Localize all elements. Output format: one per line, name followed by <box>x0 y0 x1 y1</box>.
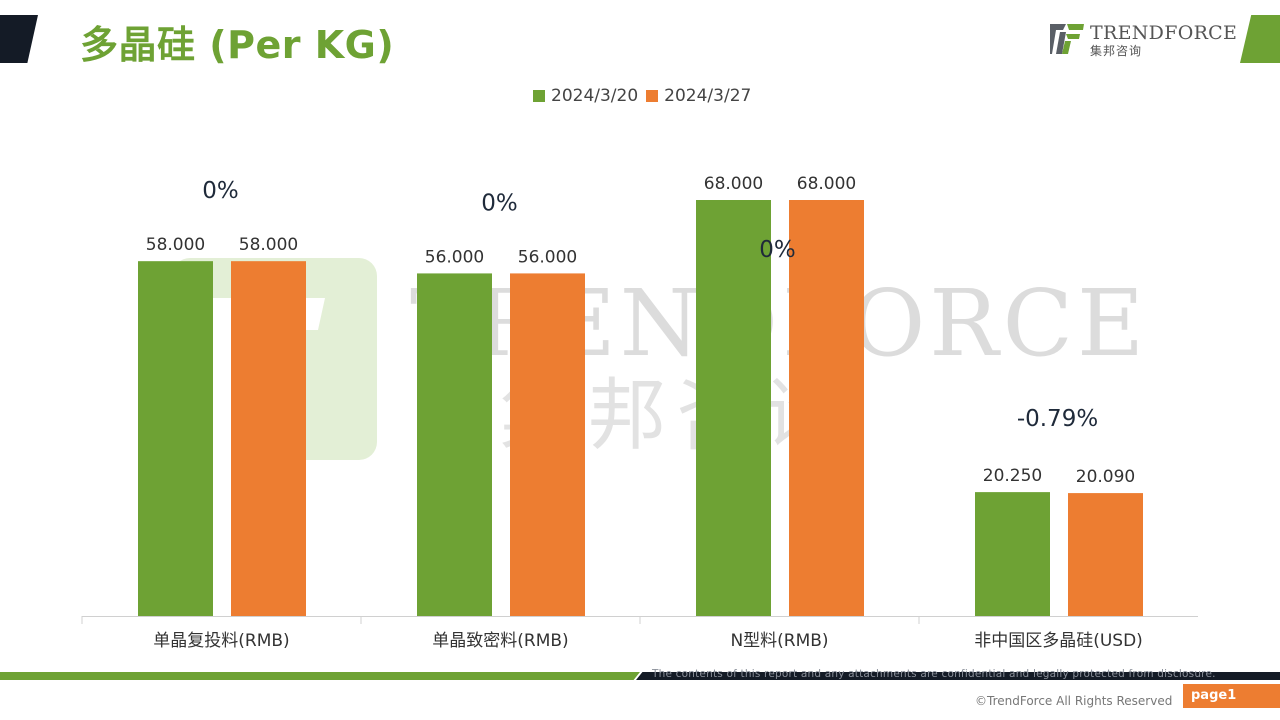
data-label: 68.000 <box>704 174 763 194</box>
bar <box>696 200 771 616</box>
bar <box>510 273 585 616</box>
bar <box>231 261 306 616</box>
x-tick-label: 单晶致密料(RMB) <box>432 631 568 651</box>
footer-disclaimer: The contents of this report and any atta… <box>652 668 1216 680</box>
change-annotation: -0.79% <box>1017 406 1098 432</box>
logo-wordmark: TRENDFORCE <box>1090 22 1238 44</box>
logo-chinese-name: 集邦咨询 <box>1090 44 1143 58</box>
x-tick-label: N型料(RMB) <box>730 631 828 651</box>
change-annotation: 0% <box>481 190 518 216</box>
x-axis: 单晶复投料(RMB) 单晶致密料(RMB) N型料(RMB) 非中国区多晶硅(USD) <box>81 616 1198 651</box>
trendforce-logo: TRENDFORCE 集邦咨询 <box>1050 22 1237 58</box>
legend-item-series-2: 2024/3/27 <box>646 86 751 106</box>
change-annotation: 0% <box>202 178 239 204</box>
bar <box>417 273 492 616</box>
bar <box>1068 493 1143 616</box>
data-label: 20.250 <box>983 466 1042 486</box>
legend-label-series-1: 2024/3/20 <box>551 86 639 106</box>
bar <box>138 261 213 616</box>
page-title: 多晶硅 (Per KG) <box>80 23 395 67</box>
page-number-tag: page1 <box>1183 684 1280 708</box>
legend-swatch-orange <box>646 90 659 102</box>
bar <box>975 492 1050 616</box>
data-label: 56.000 <box>518 247 577 267</box>
legend-swatch-green <box>533 90 545 102</box>
footer-bar-dark <box>636 672 1280 680</box>
data-label: 58.000 <box>146 235 205 255</box>
chart-legend: 2024/3/20 2024/3/27 <box>533 86 759 106</box>
legend-label-series-2: 2024/3/27 <box>664 86 752 106</box>
data-labels-group: 58.000 58.000 0% 56.000 56.000 0% 68.000 68.000… <box>146 174 1135 487</box>
trendforce-logo-icon <box>1050 22 1084 56</box>
data-label: 58.000 <box>239 235 298 255</box>
footer-copyright: ©TrendForce All Rights Reserved <box>975 694 1173 708</box>
legend-item-series-1: 2024/3/20 <box>533 86 638 106</box>
x-tick-label: 非中国区多晶硅(USD) <box>974 631 1143 651</box>
data-label: 68.000 <box>797 174 856 194</box>
bars-group <box>138 200 1143 616</box>
data-label: 56.000 <box>425 247 484 267</box>
bar <box>789 200 864 616</box>
data-label: 20.090 <box>1076 467 1135 487</box>
change-annotation: 0% <box>759 237 796 263</box>
footer-bar-green <box>0 672 640 680</box>
x-tick-label: 单晶复投料(RMB) <box>153 631 289 651</box>
